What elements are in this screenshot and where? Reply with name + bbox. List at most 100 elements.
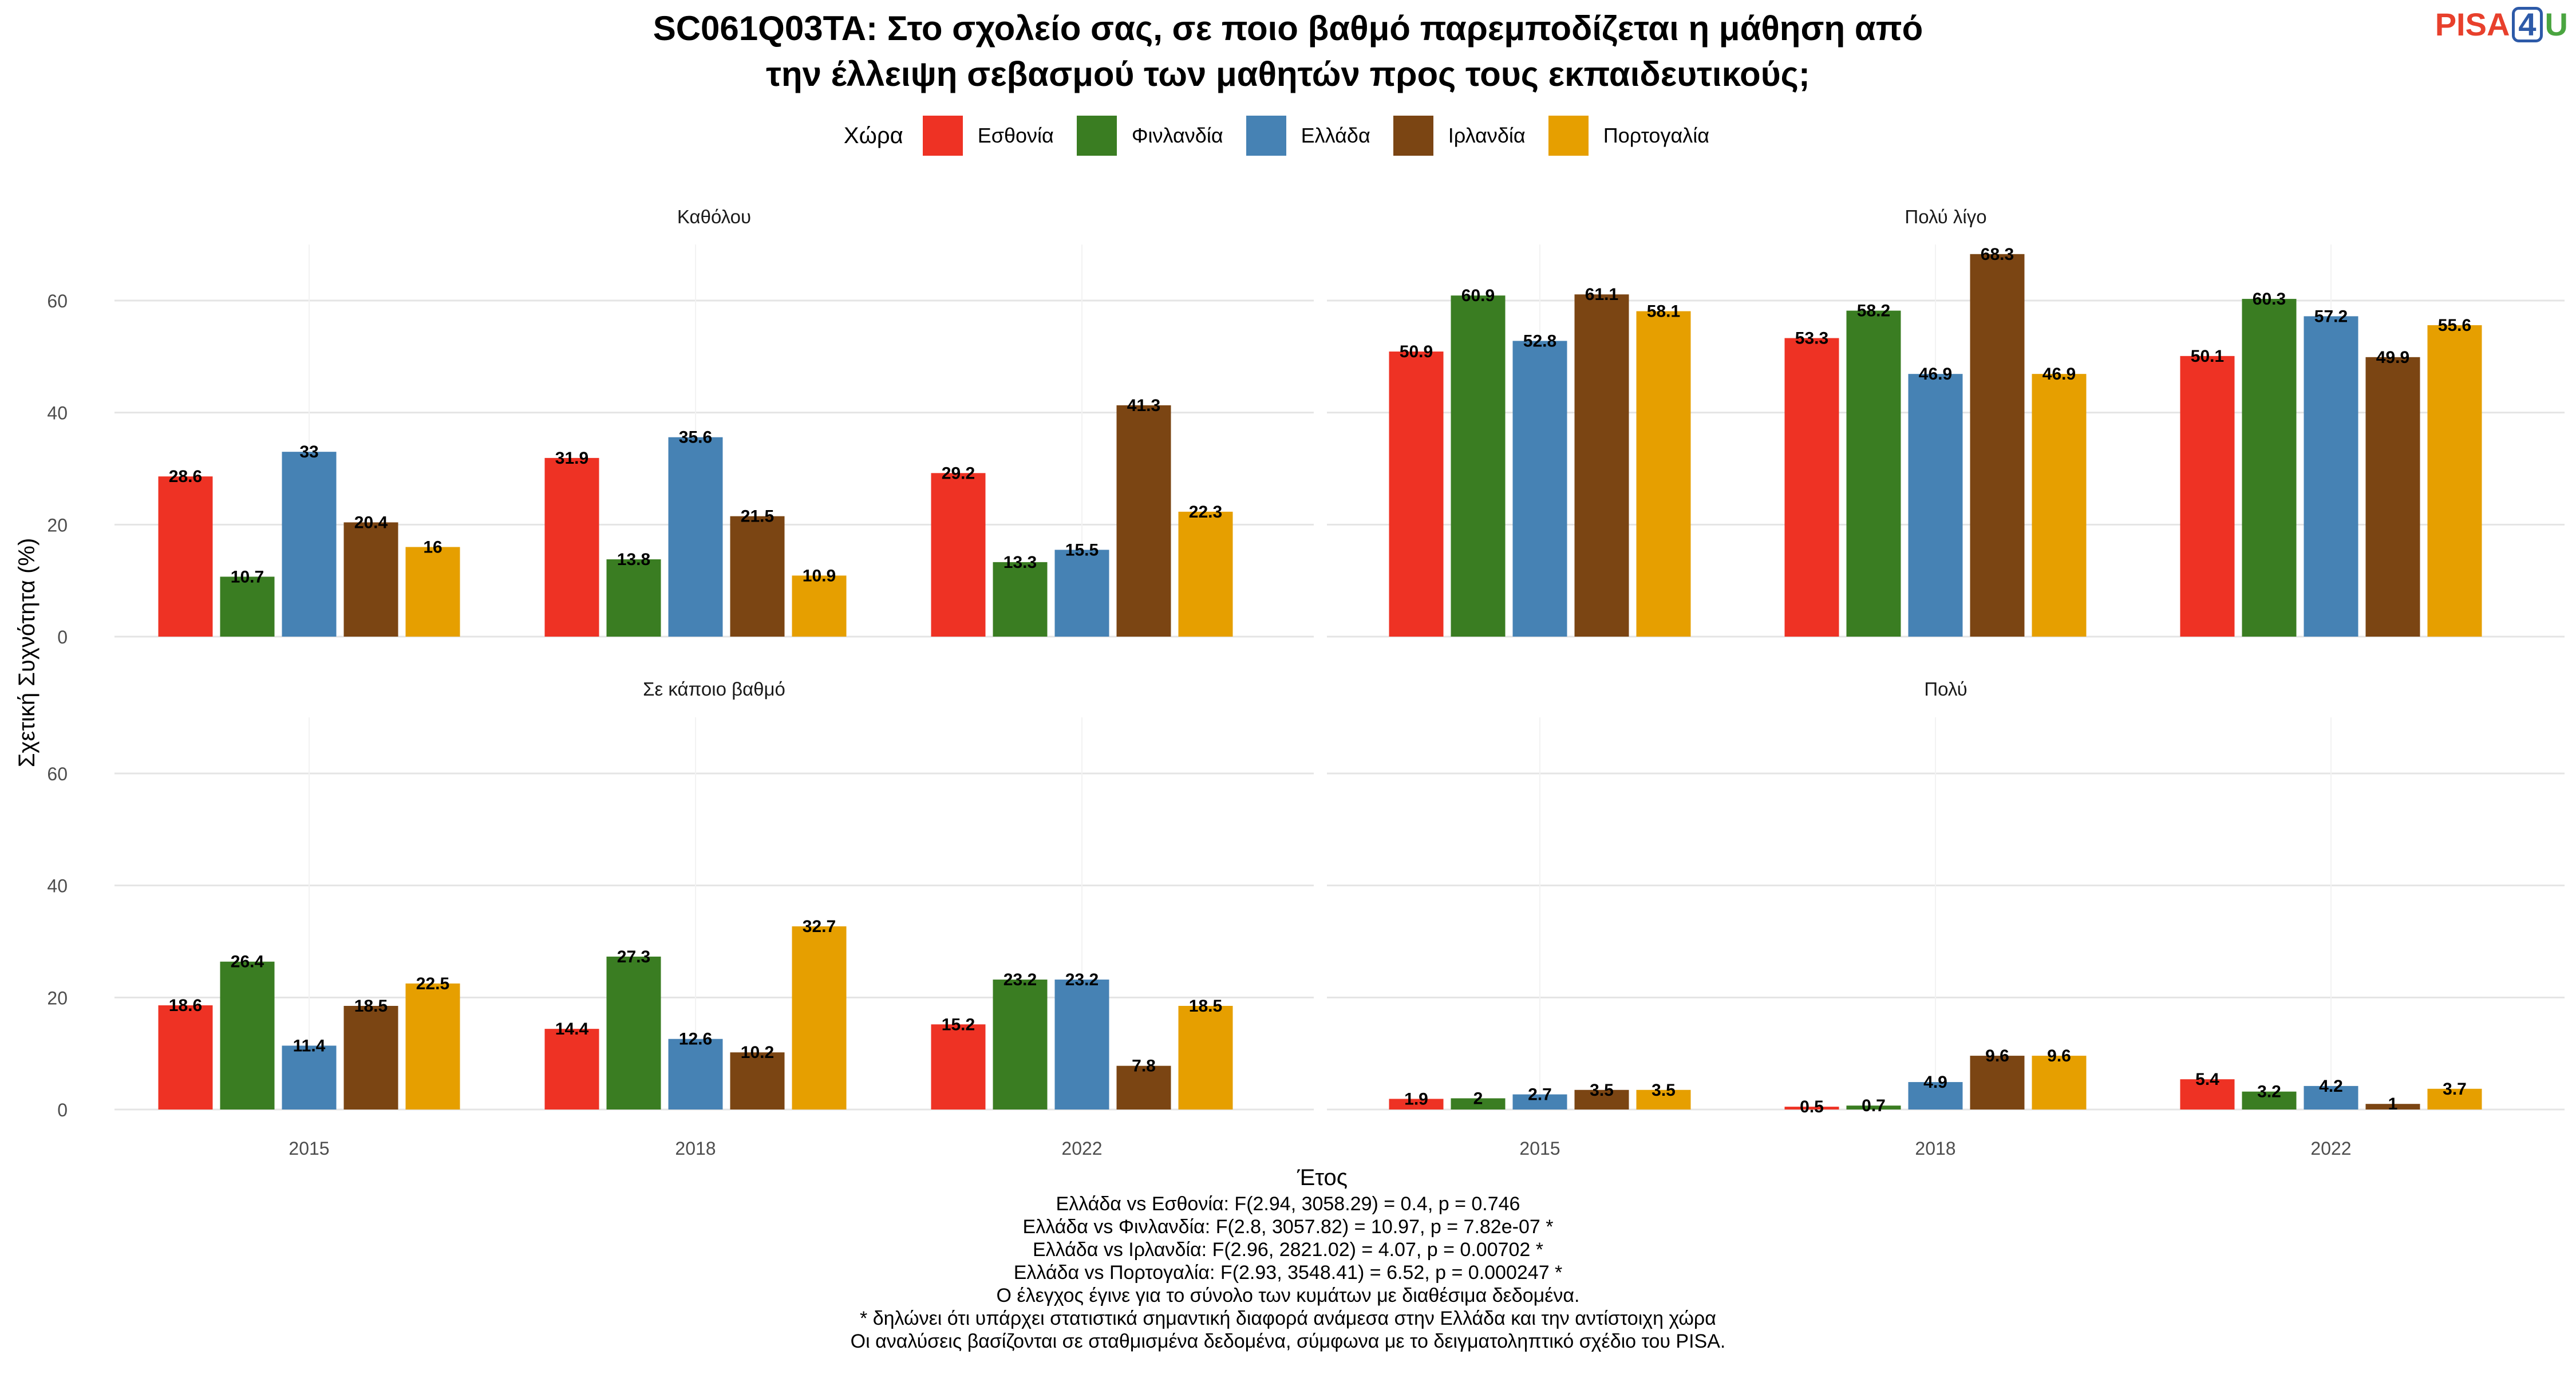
data-label: 57.2 bbox=[2314, 307, 2348, 326]
bar bbox=[544, 457, 599, 637]
caption-line: Οι αναλύσεις βασίζονται σε σταθμισμένα δ… bbox=[850, 1330, 1726, 1352]
legend-item: Πορτογαλία bbox=[1548, 116, 1709, 156]
y-tick-label: 40 bbox=[47, 403, 68, 424]
logo-text-pisa: PISA bbox=[2435, 6, 2510, 42]
bar bbox=[2032, 374, 2087, 637]
data-label: 18.6 bbox=[169, 996, 202, 1015]
data-label: 12.6 bbox=[679, 1030, 712, 1049]
y-tick-label: 60 bbox=[47, 291, 68, 311]
faceted-bar-chart: Καθόλου020406028.610.73320.41631.913.835… bbox=[14, 206, 2565, 1190]
bar bbox=[405, 547, 460, 637]
bar bbox=[1784, 1107, 1839, 1110]
bar bbox=[931, 1024, 986, 1110]
bar bbox=[1116, 1065, 1171, 1110]
chart-title-line-1: SC061Q03TA: Στο σχολείο σας, σε ποιο βαθ… bbox=[653, 9, 1923, 48]
bar bbox=[1512, 341, 1567, 637]
data-label: 58.1 bbox=[1647, 302, 1680, 321]
data-label: 10.9 bbox=[803, 566, 836, 585]
data-label: 10.2 bbox=[741, 1043, 774, 1062]
bar bbox=[1574, 294, 1629, 637]
bar bbox=[1451, 295, 1506, 637]
data-label: 9.6 bbox=[2047, 1047, 2071, 1065]
bar bbox=[993, 980, 1048, 1110]
bar bbox=[1636, 1089, 1691, 1110]
data-label: 60.3 bbox=[2253, 290, 2286, 309]
caption-line: * δηλώνει ότι υπάρχει στατιστικά σημαντι… bbox=[860, 1308, 1716, 1329]
bar bbox=[2180, 356, 2235, 637]
bar bbox=[993, 562, 1048, 637]
data-label: 5.4 bbox=[2195, 1070, 2219, 1089]
y-tick-label: 20 bbox=[47, 988, 68, 1008]
legend-item: Ιρλανδία bbox=[1393, 116, 1526, 156]
bar bbox=[1178, 511, 1233, 637]
legend: Χώρα Εσθονία Φινλανδία Ελλάδα Ιρλανδία Πορτο… bbox=[0, 116, 2576, 156]
bar bbox=[220, 577, 275, 637]
x-axis-title: Έτος bbox=[1297, 1165, 1348, 1190]
data-label: 29.2 bbox=[942, 464, 975, 483]
caption-line: Ελλάδα vs Πορτογαλία: F(2.93, 3548.41) =… bbox=[1013, 1262, 1563, 1284]
bar bbox=[158, 476, 213, 637]
data-label: 28.6 bbox=[169, 467, 202, 486]
y-tick-label: 20 bbox=[47, 515, 68, 535]
data-label: 2.7 bbox=[1528, 1085, 1552, 1104]
data-label: 50.9 bbox=[1400, 342, 1433, 361]
bar bbox=[730, 516, 785, 637]
chart-caption: Ελλάδα vs Εσθονία: F(2.94, 3058.29) = 0.… bbox=[0, 1193, 2576, 1353]
chart-title-line-2: την έλλειψη σεβασμού των μαθητών προς το… bbox=[766, 55, 1810, 93]
data-label: 23.2 bbox=[1003, 970, 1037, 989]
data-label: 52.8 bbox=[1523, 331, 1556, 350]
bar bbox=[405, 983, 460, 1110]
data-label: 10.7 bbox=[231, 567, 264, 586]
legend-label: Πορτογαλία bbox=[1603, 124, 1710, 147]
data-label: 49.9 bbox=[2376, 348, 2409, 367]
data-label: 46.9 bbox=[2042, 365, 2076, 384]
data-label: 21.5 bbox=[741, 507, 774, 526]
bar bbox=[1970, 254, 2025, 637]
data-label: 26.4 bbox=[231, 953, 264, 972]
data-label: 0.7 bbox=[1862, 1096, 1886, 1115]
data-label: 15.5 bbox=[1065, 540, 1099, 559]
bar bbox=[2427, 1088, 2482, 1110]
data-label: 14.4 bbox=[555, 1020, 589, 1039]
bar bbox=[1178, 1006, 1233, 1110]
bar bbox=[2242, 1091, 2297, 1110]
x-tick-label: 2015 bbox=[289, 1138, 329, 1159]
bar bbox=[792, 575, 847, 637]
data-label: 68.3 bbox=[1981, 245, 2014, 264]
y-tick-label: 60 bbox=[47, 764, 68, 784]
legend-label: Εσθονία bbox=[977, 124, 1054, 147]
data-label: 41.3 bbox=[1127, 396, 1160, 415]
bar bbox=[668, 437, 723, 637]
panel-title: Πολύ λίγο bbox=[1905, 206, 1986, 227]
bar bbox=[220, 961, 275, 1110]
bar bbox=[1116, 405, 1171, 637]
data-label: 61.1 bbox=[1585, 285, 1618, 304]
bar bbox=[1846, 310, 1901, 637]
data-label: 18.5 bbox=[1189, 997, 1222, 1016]
x-tick-label: 2022 bbox=[1061, 1138, 1102, 1159]
data-label: 11.4 bbox=[293, 1036, 326, 1055]
bar bbox=[544, 1029, 599, 1110]
data-label: 16 bbox=[423, 538, 442, 556]
bar bbox=[282, 452, 337, 637]
data-label: 13.8 bbox=[617, 550, 650, 569]
panel-title: Πολύ bbox=[1924, 678, 1967, 700]
bar bbox=[606, 559, 661, 637]
y-tick-label: 40 bbox=[47, 876, 68, 897]
data-label: 55.6 bbox=[2438, 316, 2471, 335]
legend-item: Εσθονία bbox=[922, 116, 1054, 156]
data-label: 9.6 bbox=[1985, 1047, 2009, 1065]
bar bbox=[1908, 1082, 1963, 1110]
bar bbox=[1054, 550, 1109, 637]
x-tick-label: 2022 bbox=[2310, 1138, 2351, 1159]
legend-swatch bbox=[922, 116, 963, 156]
bar bbox=[2180, 1079, 2235, 1110]
bar bbox=[1636, 311, 1691, 637]
bar bbox=[1389, 352, 1444, 637]
bar bbox=[1054, 980, 1109, 1110]
data-label: 3.7 bbox=[2443, 1080, 2467, 1099]
data-label: 32.7 bbox=[803, 917, 836, 936]
bar bbox=[343, 1006, 398, 1110]
logo-text-4: 4 bbox=[2512, 7, 2543, 42]
y-axis-title: Σχετική Συχνότητα (%) bbox=[14, 538, 39, 768]
